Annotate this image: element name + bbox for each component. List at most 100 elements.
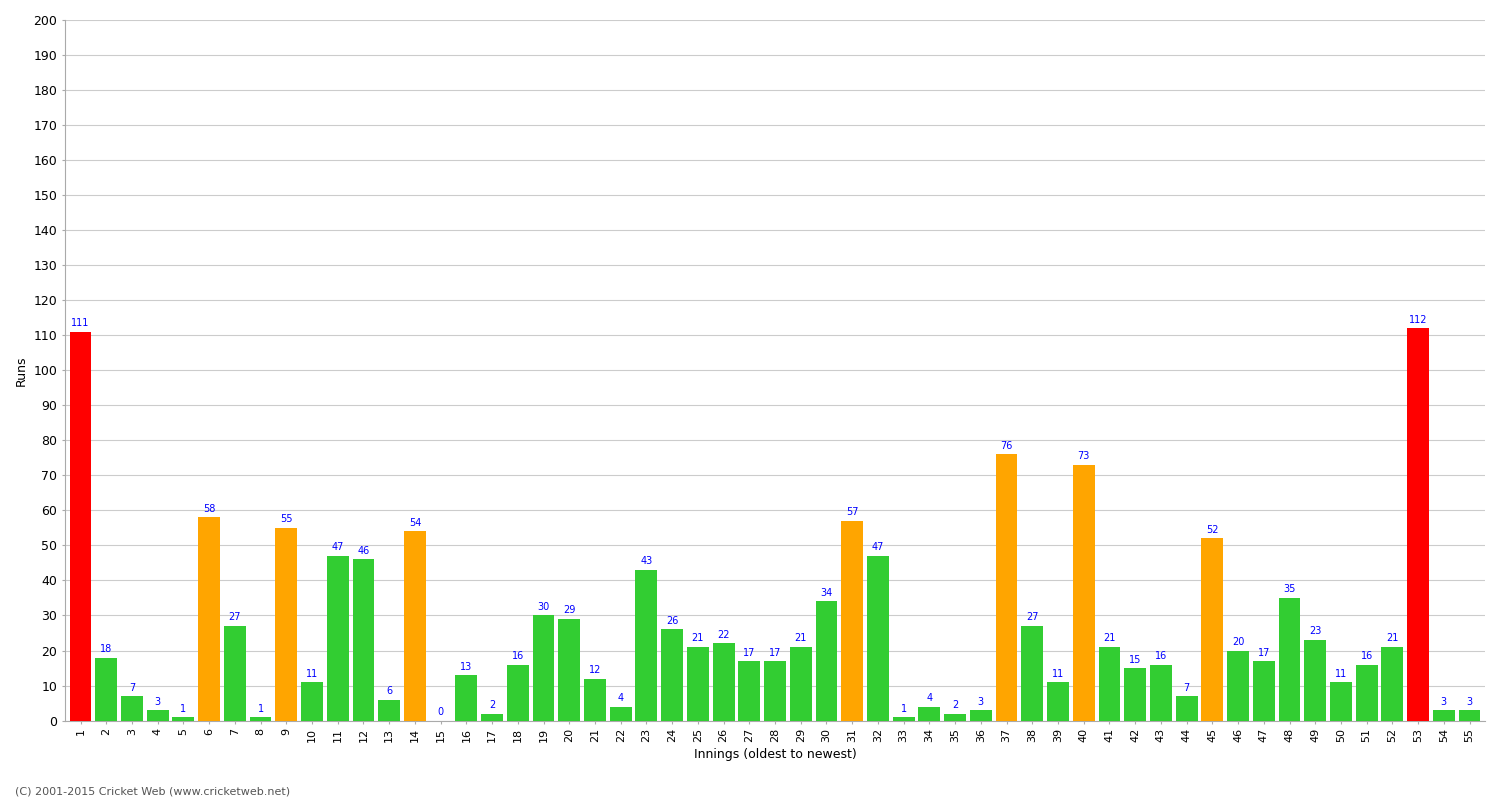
- Text: 11: 11: [1052, 669, 1064, 678]
- Text: 7: 7: [129, 682, 135, 693]
- Bar: [532, 615, 555, 721]
- Bar: [636, 570, 657, 721]
- Bar: [302, 682, 322, 721]
- Text: 17: 17: [770, 647, 782, 658]
- Bar: [738, 661, 760, 721]
- Bar: [378, 699, 400, 721]
- Bar: [1356, 665, 1377, 721]
- Text: 76: 76: [1000, 441, 1012, 451]
- Text: 4: 4: [927, 693, 933, 703]
- Bar: [198, 518, 220, 721]
- Text: 52: 52: [1206, 525, 1218, 535]
- Text: 43: 43: [640, 557, 652, 566]
- Text: 17: 17: [1257, 647, 1270, 658]
- Bar: [1227, 650, 1250, 721]
- Text: 29: 29: [562, 606, 576, 615]
- Bar: [944, 714, 966, 721]
- Text: 27: 27: [1026, 613, 1038, 622]
- Y-axis label: Runs: Runs: [15, 355, 28, 386]
- Bar: [1150, 665, 1172, 721]
- Text: 11: 11: [306, 669, 318, 678]
- Text: 47: 47: [332, 542, 344, 553]
- Bar: [172, 717, 195, 721]
- Text: 4: 4: [618, 693, 624, 703]
- Bar: [1072, 465, 1095, 721]
- Text: 13: 13: [460, 662, 472, 671]
- Bar: [1252, 661, 1275, 721]
- Text: 7: 7: [1184, 682, 1190, 693]
- Bar: [867, 556, 889, 721]
- Bar: [224, 626, 246, 721]
- Bar: [69, 332, 92, 721]
- Text: 73: 73: [1077, 451, 1090, 462]
- Bar: [996, 454, 1017, 721]
- Bar: [712, 643, 735, 721]
- Bar: [122, 696, 142, 721]
- Text: 1: 1: [258, 703, 264, 714]
- Text: 20: 20: [1232, 637, 1244, 647]
- Bar: [276, 528, 297, 721]
- Text: 22: 22: [717, 630, 730, 640]
- Bar: [584, 678, 606, 721]
- Text: 1: 1: [900, 703, 906, 714]
- Text: 2: 2: [952, 700, 958, 710]
- Text: 23: 23: [1310, 626, 1322, 637]
- Text: 34: 34: [821, 588, 833, 598]
- Text: 21: 21: [692, 634, 703, 643]
- Bar: [1278, 598, 1300, 721]
- Text: 15: 15: [1130, 654, 1142, 665]
- Bar: [1098, 647, 1120, 721]
- Bar: [404, 531, 426, 721]
- Text: 16: 16: [1155, 651, 1167, 661]
- Text: 3: 3: [154, 697, 160, 706]
- Text: 30: 30: [537, 602, 549, 612]
- Text: 27: 27: [228, 613, 242, 622]
- Text: 58: 58: [202, 504, 216, 514]
- Bar: [1022, 626, 1042, 721]
- Text: 21: 21: [1104, 634, 1116, 643]
- Text: 54: 54: [408, 518, 422, 528]
- Bar: [1458, 710, 1480, 721]
- Bar: [1305, 640, 1326, 721]
- Text: 3: 3: [1467, 697, 1473, 706]
- Text: 46: 46: [357, 546, 369, 556]
- Bar: [1047, 682, 1070, 721]
- Bar: [1382, 647, 1404, 721]
- Bar: [327, 556, 348, 721]
- Bar: [1407, 328, 1430, 721]
- Text: 0: 0: [438, 707, 444, 717]
- Text: 11: 11: [1335, 669, 1347, 678]
- Bar: [970, 710, 992, 721]
- Bar: [558, 619, 580, 721]
- Bar: [687, 647, 709, 721]
- Text: 112: 112: [1408, 314, 1428, 325]
- Bar: [842, 521, 862, 721]
- X-axis label: Innings (oldest to newest): Innings (oldest to newest): [693, 748, 856, 761]
- Text: 3: 3: [1442, 697, 1448, 706]
- Text: 55: 55: [280, 514, 292, 525]
- Bar: [1432, 710, 1455, 721]
- Bar: [96, 658, 117, 721]
- Bar: [892, 717, 915, 721]
- Bar: [482, 714, 502, 721]
- Bar: [662, 630, 682, 721]
- Text: 47: 47: [871, 542, 883, 553]
- Text: 21: 21: [1386, 634, 1398, 643]
- Text: 16: 16: [512, 651, 524, 661]
- Bar: [1330, 682, 1352, 721]
- Bar: [249, 717, 272, 721]
- Text: 111: 111: [72, 318, 90, 328]
- Bar: [816, 602, 837, 721]
- Text: 17: 17: [742, 647, 756, 658]
- Text: 16: 16: [1360, 651, 1372, 661]
- Bar: [507, 665, 528, 721]
- Text: 1: 1: [180, 703, 186, 714]
- Text: 12: 12: [590, 665, 602, 675]
- Bar: [918, 706, 940, 721]
- Bar: [1176, 696, 1197, 721]
- Text: 6: 6: [386, 686, 392, 696]
- Bar: [764, 661, 786, 721]
- Bar: [610, 706, 632, 721]
- Text: 3: 3: [978, 697, 984, 706]
- Bar: [147, 710, 168, 721]
